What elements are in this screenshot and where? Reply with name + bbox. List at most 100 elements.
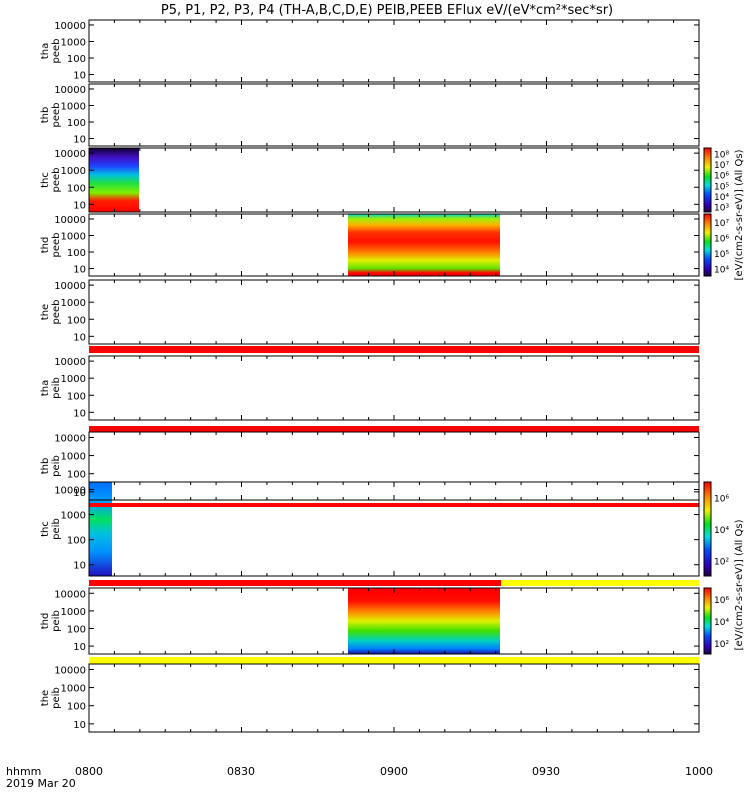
panel-frame xyxy=(88,19,700,83)
y-tick-label: 10000 xyxy=(54,85,86,96)
ion-colorbar-label: [eV/(cm2-s-sr-eV)] (All Qs) xyxy=(734,519,745,650)
the-peeb-red-bar xyxy=(89,346,699,353)
panel-probe-label: tha xyxy=(40,43,51,59)
panel-probe-label: tha xyxy=(40,380,51,396)
colorbar-tick-label: 10³ xyxy=(714,204,729,214)
y-tick-label: 1000 xyxy=(61,511,86,522)
y-tick-label: 100 xyxy=(67,624,86,635)
y-tick-label: 100 xyxy=(67,470,86,481)
thd-peib-yellow-bar xyxy=(89,657,699,664)
panel-probe-label: thb xyxy=(40,107,51,124)
panel-frame xyxy=(88,663,700,733)
y-tick-label: 1000 xyxy=(61,607,86,618)
colorbar xyxy=(703,147,712,213)
colorbar-tick-label: 10⁷ xyxy=(714,161,729,171)
panel-product-label: peib xyxy=(51,518,62,540)
panel-product-label: peeb xyxy=(51,168,62,193)
panel-product-label: peib xyxy=(51,687,62,709)
panel-frame xyxy=(88,279,700,345)
y-tick-label: 10000 xyxy=(54,281,86,292)
y-tick-label: 1000 xyxy=(61,37,86,48)
colorbar-tick-label: 10⁸ xyxy=(714,150,729,160)
y-tick-label: 10000 xyxy=(54,486,86,497)
y-tick-label: 10 xyxy=(73,720,86,731)
thc-peib-yellow-bar xyxy=(501,580,699,586)
tha-peib-red-bar xyxy=(89,426,699,432)
thc-peib-red-bar xyxy=(89,580,501,586)
panel-probe-label: thc xyxy=(40,172,51,188)
y-tick-label: 100 xyxy=(67,536,86,547)
y-tick-label: 1000 xyxy=(61,298,86,309)
thd-peib-data-block xyxy=(348,588,500,654)
y-tick-label: 1000 xyxy=(61,374,86,385)
time-tick-label: 0930 xyxy=(532,765,560,778)
colorbar-tick-label: 10⁴ xyxy=(714,526,729,536)
colorbar xyxy=(703,587,712,655)
panel-probe-label: thc xyxy=(40,521,51,537)
panel-product-label: peib xyxy=(51,377,62,399)
y-tick-label: 10000 xyxy=(54,665,86,676)
colorbar-tick-label: 10² xyxy=(714,557,729,567)
y-tick-label: 100 xyxy=(67,118,86,129)
panel-product-label: peeb xyxy=(51,233,62,258)
y-tick-label: 10 xyxy=(73,200,86,211)
y-tick-label: 10 xyxy=(73,642,86,653)
colorbar-tick-label: 10⁴ xyxy=(714,193,729,203)
y-tick-label: 1000 xyxy=(61,452,86,463)
panel-product-label: peeb xyxy=(51,300,62,325)
y-tick-label: 10000 xyxy=(54,357,86,368)
y-tick-label: 10 xyxy=(73,408,86,419)
panel-probe-label: thd xyxy=(40,613,51,630)
colorbar-tick-label: 10⁵ xyxy=(714,182,729,192)
y-tick-label: 100 xyxy=(67,702,86,713)
panel-probe-label: thd xyxy=(40,237,51,254)
electron-colorbar-label: [eV/(cm2-s-sr-eV)] (All Qs) xyxy=(734,149,745,280)
colorbar-tick-label: 10⁶ xyxy=(714,234,729,244)
colorbar-tick-label: 10⁴ xyxy=(714,265,729,275)
y-tick-label: 100 xyxy=(67,183,86,194)
colorbar-tick-label: 10² xyxy=(714,640,729,650)
thc-peeb-data-block xyxy=(89,148,139,212)
panel-frame xyxy=(88,83,700,147)
panel-probe-label: the xyxy=(40,690,51,706)
y-tick-label: 100 xyxy=(67,315,86,326)
y-tick-label: 100 xyxy=(67,391,86,402)
y-tick-label: 10 xyxy=(73,488,86,499)
colorbar-tick-label: 10⁶ xyxy=(714,495,729,505)
panel-probe-label: thb xyxy=(40,458,51,475)
panel-probe-label: the xyxy=(40,304,51,320)
time-tick-label: 1000 xyxy=(685,765,713,778)
y-tick-label: 10000 xyxy=(54,589,86,600)
y-tick-label: 1000 xyxy=(61,231,86,242)
y-tick-label: 1000 xyxy=(61,684,86,695)
y-tick-label: 10 xyxy=(73,135,86,146)
y-tick-label: 100 xyxy=(67,248,86,259)
panel-frame xyxy=(88,431,700,501)
y-tick-label: 10 xyxy=(73,265,86,276)
y-tick-label: 10 xyxy=(73,561,86,572)
y-tick-label: 1000 xyxy=(61,101,86,112)
colorbar-tick-label: 10⁷ xyxy=(714,219,729,229)
thb-peib-red-bar xyxy=(89,503,699,507)
panel-product-label: peib xyxy=(51,610,62,632)
y-tick-label: 10 xyxy=(73,71,86,82)
panel-product-label: peeb xyxy=(51,103,62,128)
y-tick-label: 100 xyxy=(67,54,86,65)
panel-frame xyxy=(88,355,700,421)
thd-peeb-data-block xyxy=(348,214,500,276)
panel-product-label: peeb xyxy=(51,39,62,64)
colorbar-tick-label: 10⁵ xyxy=(714,250,729,260)
time-tick-label: 0830 xyxy=(227,765,255,778)
colorbar xyxy=(703,213,712,277)
time-axis-label-date: 2019 Mar 20 xyxy=(6,777,76,790)
y-tick-label: 10 xyxy=(73,332,86,343)
thc-peib-data-block xyxy=(89,482,112,576)
colorbar-tick-label: 10⁶ xyxy=(714,172,729,182)
colorbar-tick-label: 10⁴ xyxy=(714,618,729,628)
time-tick-label: 0800 xyxy=(75,765,103,778)
panel-frame xyxy=(88,147,700,213)
time-tick-label: 0900 xyxy=(380,765,408,778)
colorbar xyxy=(703,481,712,577)
